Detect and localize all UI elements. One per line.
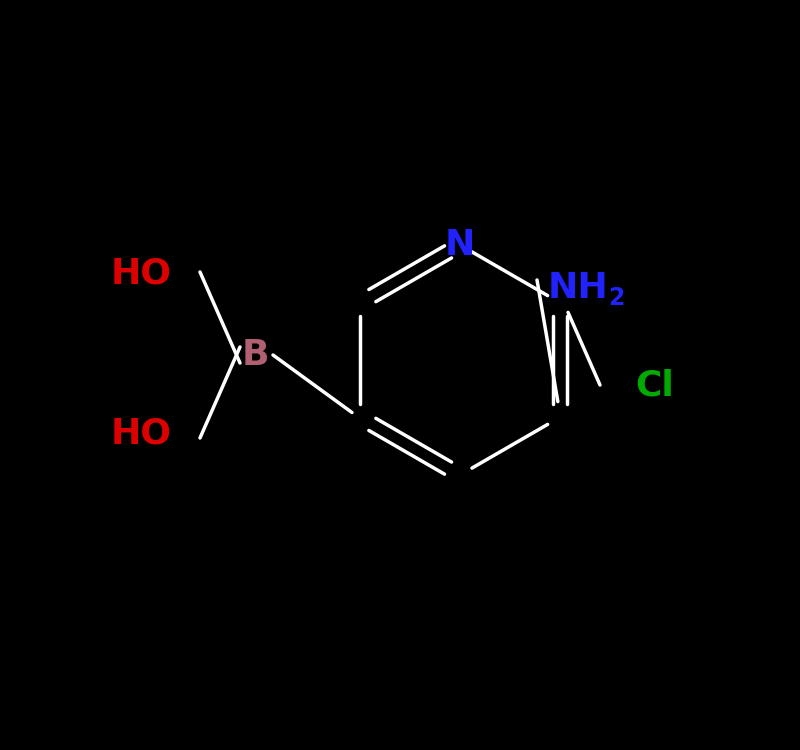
Text: HO: HO — [111, 257, 172, 291]
Text: HO: HO — [111, 417, 172, 451]
Text: 2: 2 — [608, 286, 624, 310]
Text: N: N — [445, 228, 475, 262]
Text: B: B — [242, 338, 269, 372]
Text: NH: NH — [548, 271, 609, 305]
Text: Cl: Cl — [635, 368, 674, 402]
